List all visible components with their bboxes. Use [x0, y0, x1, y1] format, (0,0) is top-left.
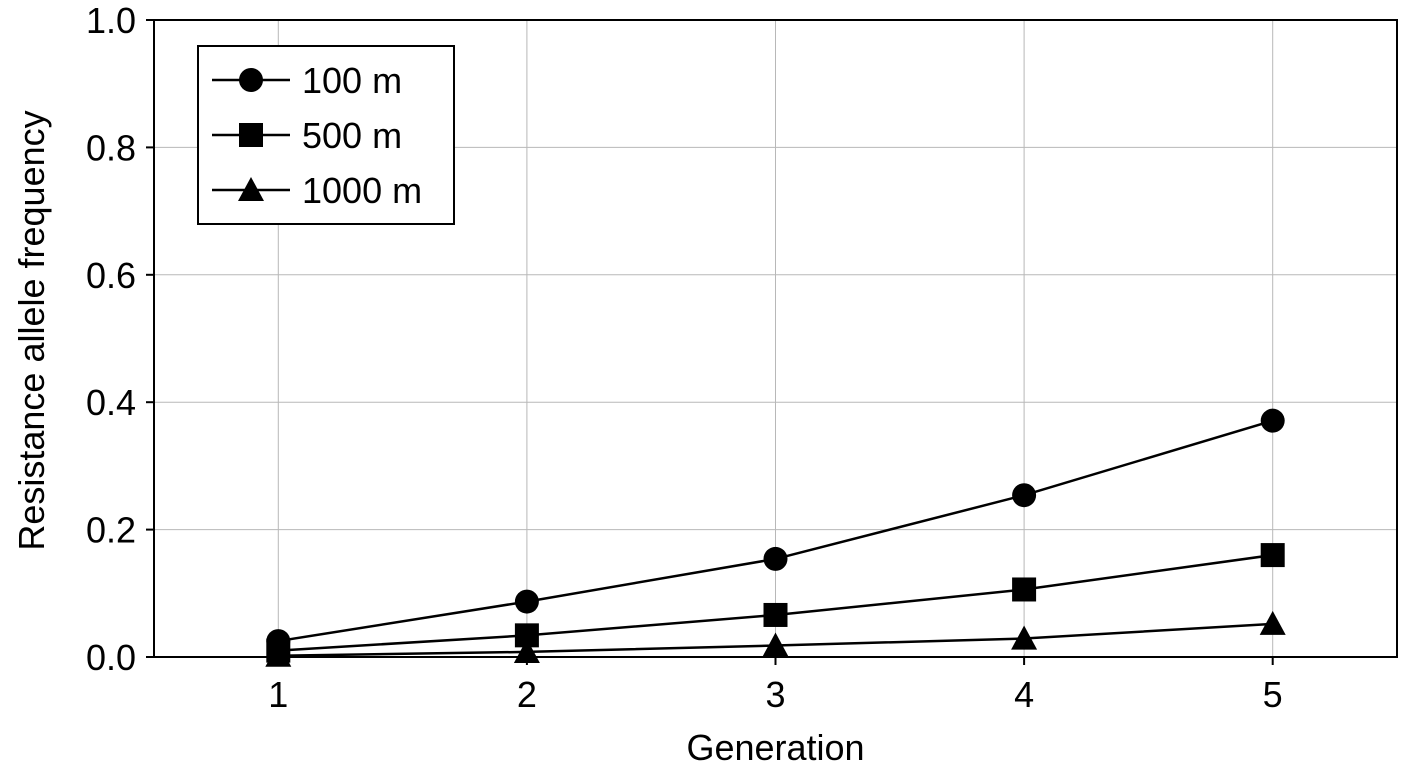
x-tick-label: 5: [1263, 674, 1283, 715]
x-tick-label: 3: [765, 674, 785, 715]
y-tick-label: 0.2: [86, 510, 136, 551]
y-tick-label: 0.8: [86, 127, 136, 168]
y-tick-label: 1.0: [86, 0, 136, 41]
data-point-square: [763, 602, 788, 627]
x-tick-label: 1: [268, 674, 288, 715]
data-point-triangle: [265, 642, 292, 667]
data-point-triangle: [762, 632, 789, 657]
data-point-circle: [763, 546, 788, 571]
legend-marker-circle: [239, 68, 263, 92]
y-axis-title: Resistance allele frequency: [11, 110, 52, 550]
x-tick-label: 2: [517, 674, 537, 715]
legend-label: 100 m: [302, 60, 402, 101]
data-point-square: [1012, 577, 1037, 602]
data-point-circle: [514, 589, 539, 614]
legend-marker-square: [239, 123, 263, 147]
y-tick-label: 0.6: [86, 255, 136, 296]
data-point-triangle: [1011, 625, 1038, 650]
data-point-square: [1260, 543, 1285, 568]
x-tick-label: 4: [1014, 674, 1034, 715]
tick-labels: 1 2 3 4 5 0.0 0.2 0.4 0.6 0.8 1.0: [86, 0, 1283, 715]
legend-item: 1000 m: [212, 170, 422, 211]
y-tick-label: 0.4: [86, 382, 136, 423]
legend-item: 100 m: [212, 60, 402, 101]
data-point-circle: [1012, 483, 1037, 508]
y-tick-label: 0.0: [86, 637, 136, 678]
legend-label: 1000 m: [302, 170, 422, 211]
legend-marker-triangle: [238, 177, 264, 202]
data-point-circle: [1260, 408, 1285, 433]
legend: 100 m 500 m 1000 m: [197, 45, 455, 225]
legend-item: 500 m: [212, 115, 402, 156]
legend-label: 500 m: [302, 115, 402, 156]
x-axis-title: Generation: [686, 727, 864, 768]
data-point-triangle: [1259, 610, 1286, 635]
